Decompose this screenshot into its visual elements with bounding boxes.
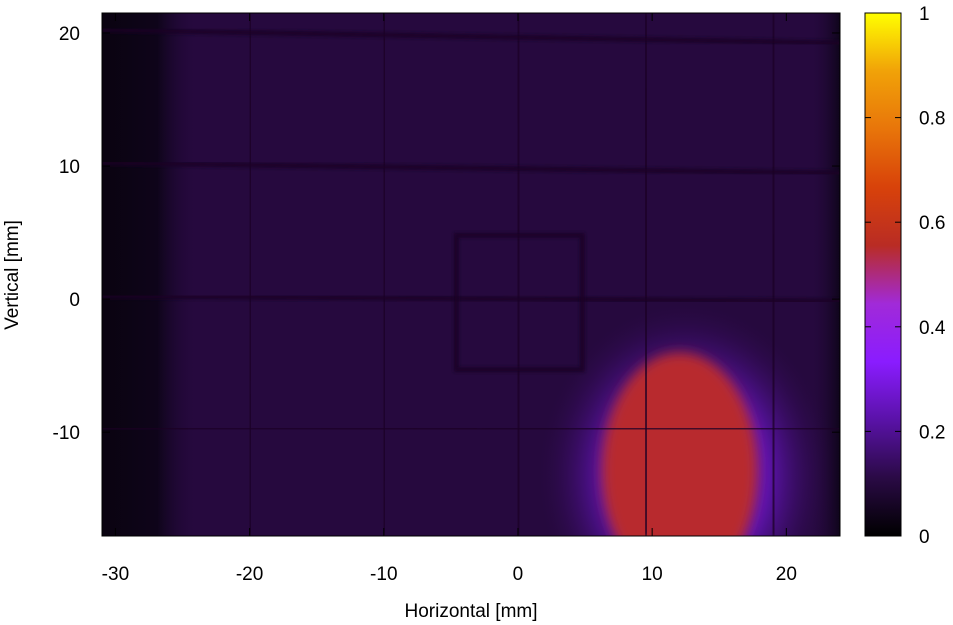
y-tick-label: 20 (59, 24, 80, 45)
heatmap-image (102, 13, 840, 536)
grid-line-vertical (770, 13, 777, 536)
grid-mask-lines (102, 13, 840, 536)
x-tick-label: 10 (642, 564, 663, 585)
x-tick-label: 20 (776, 564, 797, 585)
colorbar-ticks (865, 12, 901, 537)
grid-line-horizontal (102, 27, 840, 46)
x-tick-label: -20 (236, 564, 263, 585)
grid-line-vertical (515, 13, 522, 536)
x-tick-label: -10 (370, 564, 397, 585)
colorbar-tick-label: 0.6 (919, 213, 945, 234)
y-tick-label: 10 (59, 157, 80, 178)
square-mask (453, 232, 585, 373)
heatmap-left-edge (102, 13, 203, 536)
colorbar-tick-labels: 0 0.2 0.4 0.6 0.8 1 (919, 4, 946, 548)
grid-line-horizontal (102, 425, 840, 432)
colorbar-tick-label: 0 (919, 527, 930, 548)
plot-frame (101, 12, 841, 537)
grid-line-vertical (642, 13, 649, 536)
colorbar-tick-label: 0.8 (919, 109, 945, 130)
x-tick-label: -30 (102, 564, 129, 585)
y-tick-label: -10 (53, 423, 80, 444)
axis-ticks (102, 13, 840, 536)
colorbar-tick-label: 1 (919, 4, 930, 25)
colorbar (864, 12, 902, 537)
colorbar-tick-label: 0.2 (919, 422, 945, 443)
colorbar-tick-label: 0.4 (919, 318, 946, 339)
grid-line-horizontal (102, 293, 840, 304)
y-tick-label: 0 (69, 290, 80, 311)
heatmap-hot-core (601, 352, 758, 536)
grid-line-vertical (381, 13, 388, 536)
y-tick-labels: 20 10 0 -10 (53, 24, 80, 444)
grid-line-horizontal (102, 160, 840, 176)
y-axis-title: Vertical [mm] (2, 220, 23, 330)
x-tick-label: 0 (513, 564, 524, 585)
grid-line-vertical (247, 13, 254, 536)
x-tick-labels: -30 -20 -10 0 10 20 (102, 564, 797, 585)
x-axis-title: Horizontal [mm] (404, 601, 537, 622)
